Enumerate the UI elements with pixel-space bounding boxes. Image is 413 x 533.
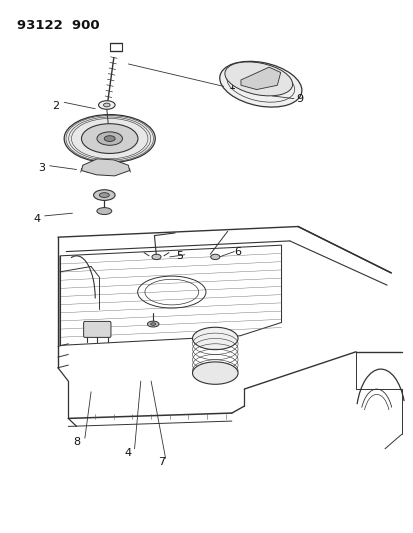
Ellipse shape xyxy=(152,254,161,260)
Ellipse shape xyxy=(192,362,237,384)
Text: 2: 2 xyxy=(52,101,59,110)
Text: 93122  900: 93122 900 xyxy=(17,19,99,31)
Ellipse shape xyxy=(99,192,109,197)
Ellipse shape xyxy=(210,254,219,260)
Ellipse shape xyxy=(97,132,122,146)
FancyBboxPatch shape xyxy=(83,321,111,337)
Ellipse shape xyxy=(104,136,115,141)
Text: 4: 4 xyxy=(124,448,132,458)
Ellipse shape xyxy=(150,322,155,325)
Text: 4: 4 xyxy=(33,214,41,223)
Ellipse shape xyxy=(147,321,159,327)
Ellipse shape xyxy=(219,61,301,107)
Ellipse shape xyxy=(64,115,155,163)
Text: 8: 8 xyxy=(73,438,80,447)
Ellipse shape xyxy=(93,190,115,200)
Text: 9: 9 xyxy=(296,94,303,103)
Ellipse shape xyxy=(81,124,138,154)
Ellipse shape xyxy=(98,101,115,109)
Ellipse shape xyxy=(192,327,237,350)
Polygon shape xyxy=(81,159,129,176)
Text: 7: 7 xyxy=(157,457,165,467)
Text: 5: 5 xyxy=(176,251,183,261)
Text: 3: 3 xyxy=(38,163,45,173)
Ellipse shape xyxy=(224,62,292,96)
Ellipse shape xyxy=(97,207,112,215)
Text: 1: 1 xyxy=(228,82,235,91)
Ellipse shape xyxy=(103,103,110,107)
Polygon shape xyxy=(240,67,280,90)
Text: 6: 6 xyxy=(234,247,241,256)
